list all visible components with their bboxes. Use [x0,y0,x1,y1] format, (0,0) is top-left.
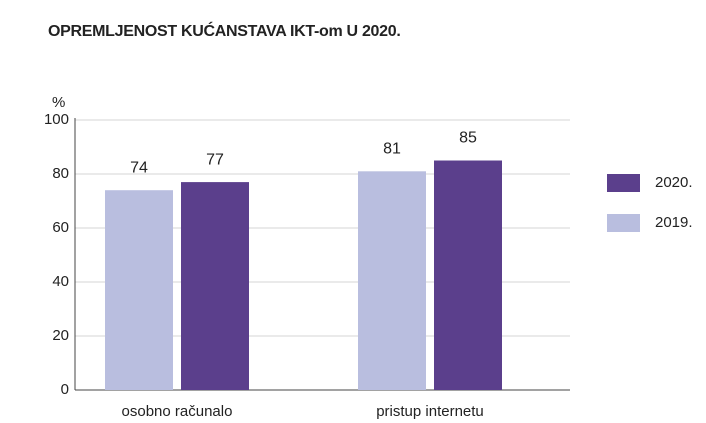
y-axis-label: % [52,94,65,111]
bar [105,190,173,390]
bar [358,171,426,390]
chart-title: OPREMLJENOST KUĆANSTAVA IKT-om U 2020. [48,21,401,40]
x-tick-label: pristup internetu [376,403,484,420]
legend-label: 2020. [655,174,693,191]
legend-label: 2019. [655,214,693,231]
legend-swatch [607,214,640,232]
y-tick-label: 60 [52,219,69,236]
y-tick-label: 40 [52,273,69,290]
legend-swatch [607,174,640,192]
bar [434,160,502,390]
data-label: 77 [206,151,224,168]
y-tick-label: 20 [52,327,69,344]
y-tick-label: 100 [44,111,69,128]
y-tick-label: 80 [52,165,69,182]
data-label: 85 [459,130,477,147]
data-label: 74 [130,159,148,176]
y-tick-label: 0 [61,381,69,398]
bar [181,182,249,390]
x-tick-label: osobno računalo [122,403,233,420]
data-label: 81 [383,141,401,158]
